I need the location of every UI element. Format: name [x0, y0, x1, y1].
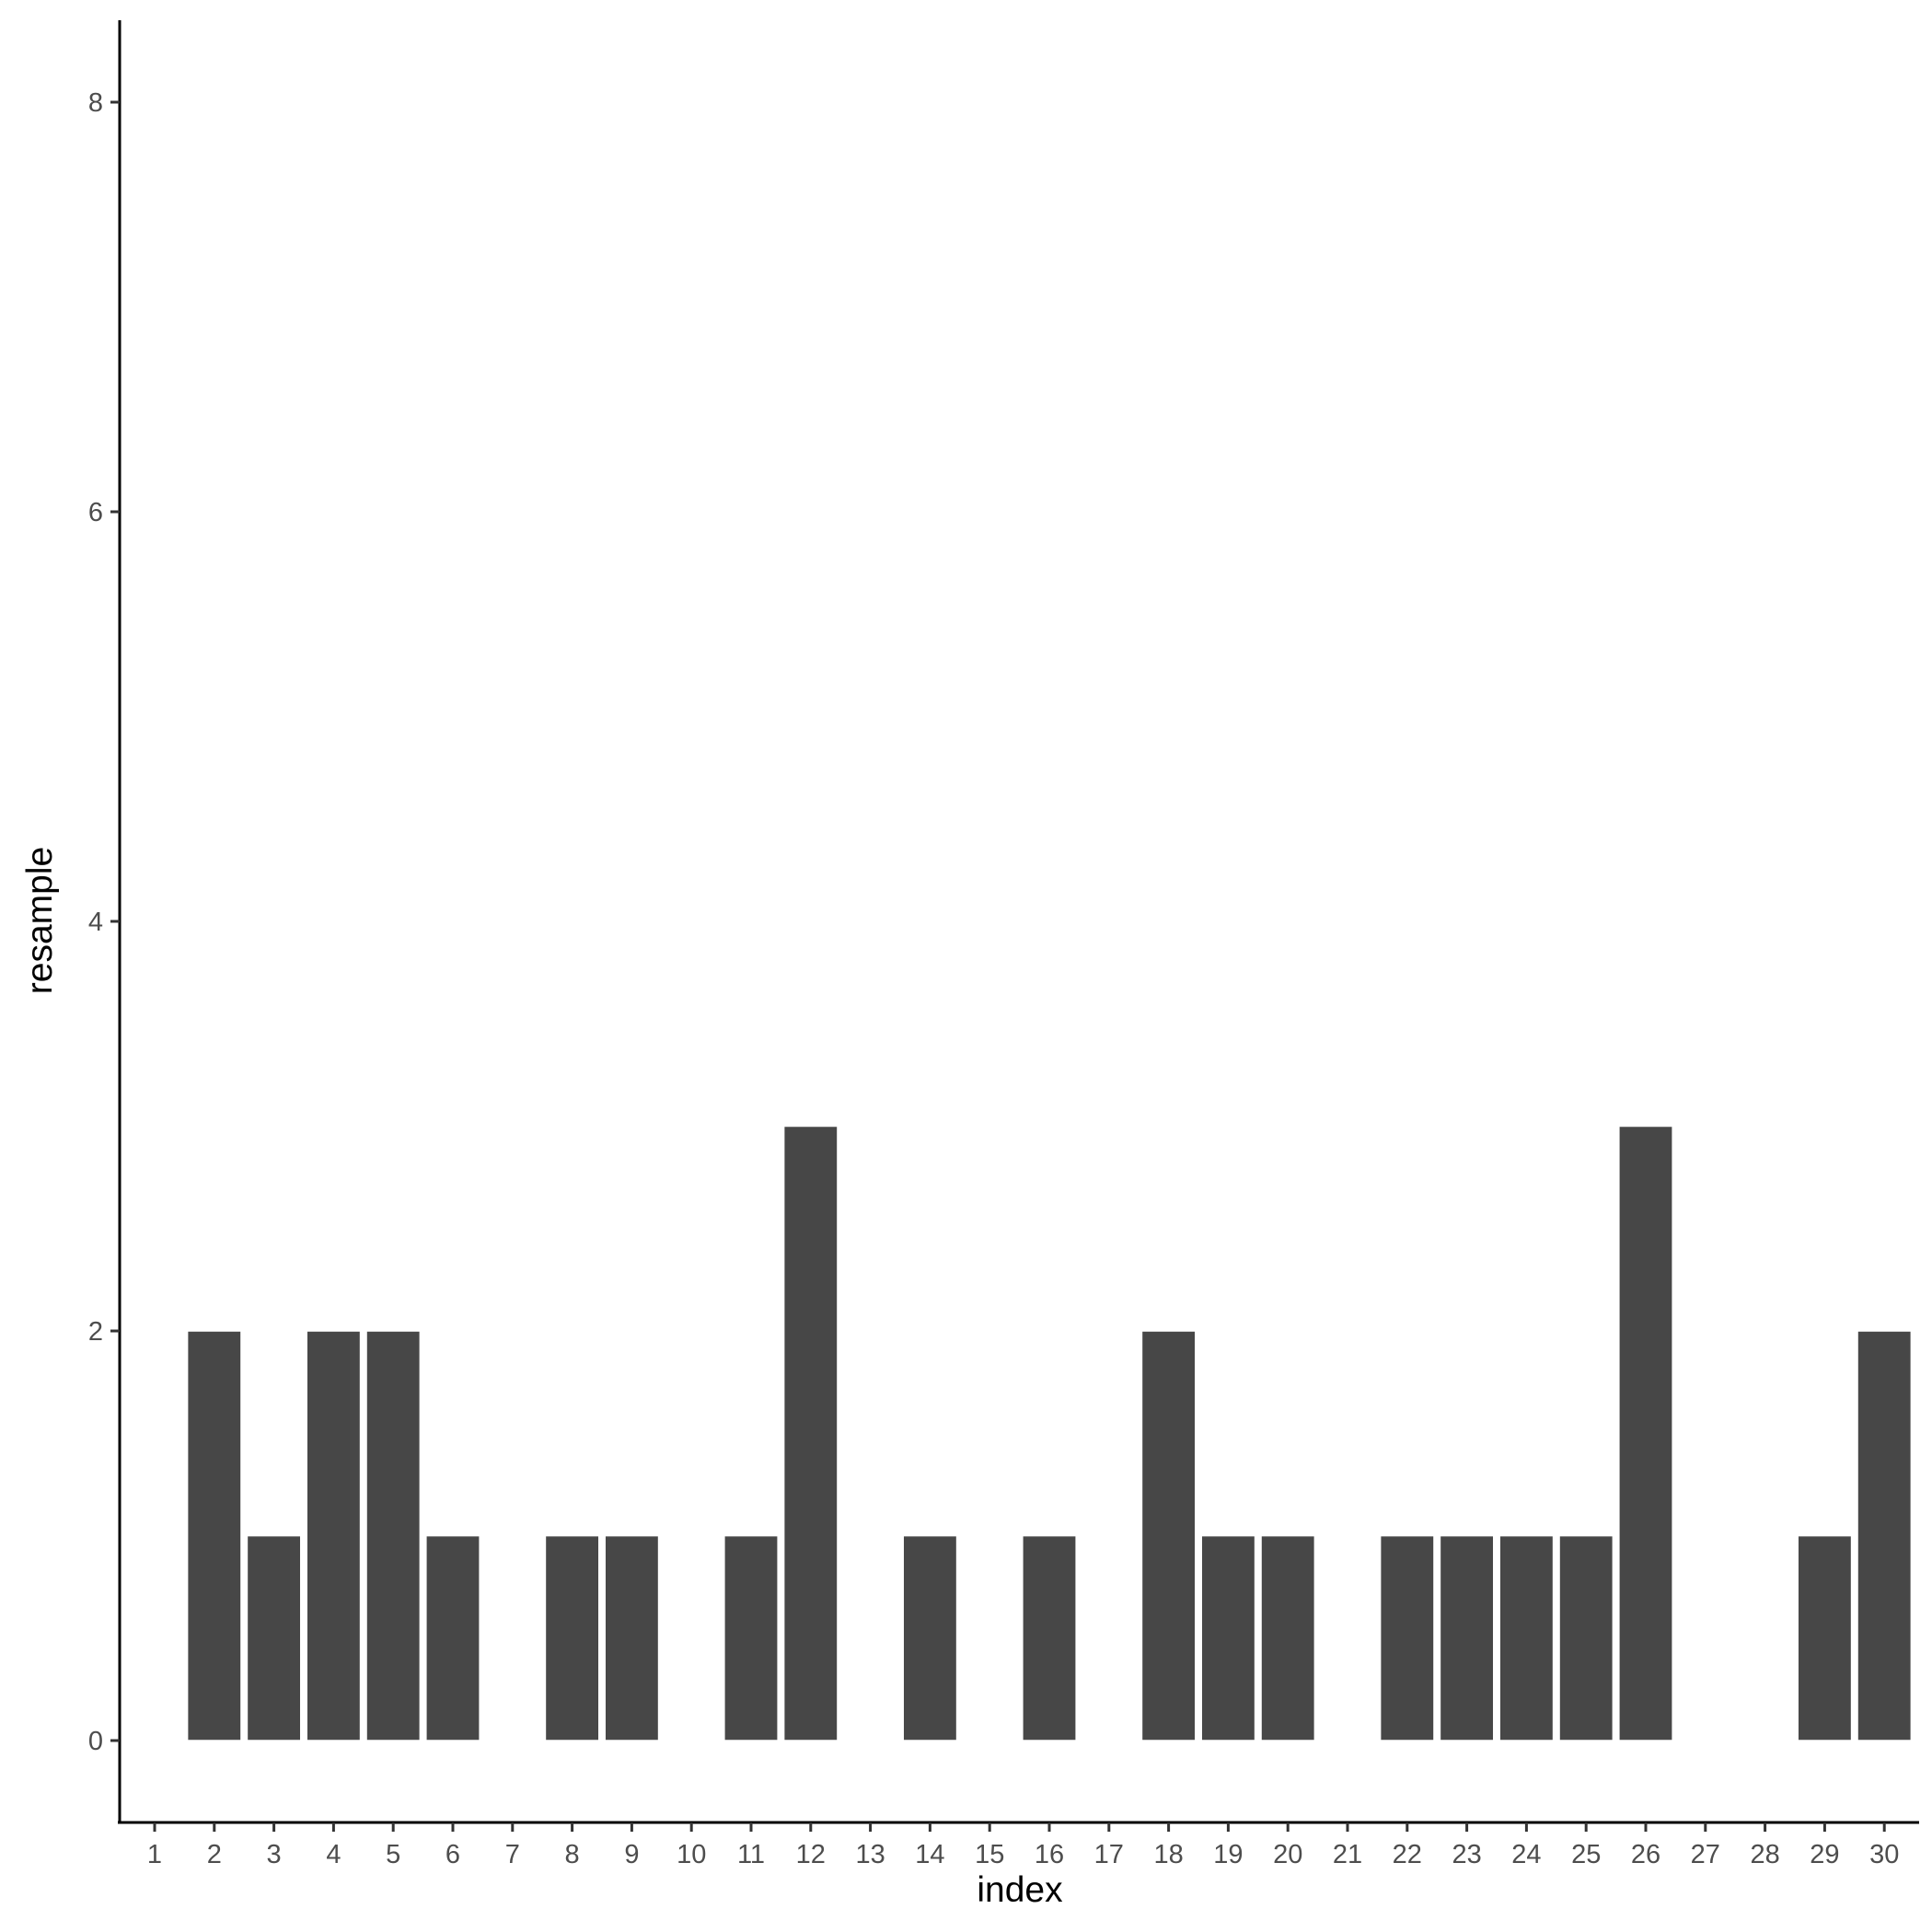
y-tick-label-4: 4	[88, 908, 103, 937]
bar-24	[1498, 1534, 1555, 1741]
bar-3	[246, 1534, 302, 1741]
x-tick-label-20: 20	[1273, 1840, 1302, 1869]
bar-20	[1260, 1534, 1316, 1741]
x-tick-label-12: 12	[796, 1840, 826, 1869]
x-tick-label-19: 19	[1213, 1840, 1243, 1869]
x-tick-label-1: 1	[147, 1840, 162, 1869]
x-tick-label-6: 6	[445, 1840, 460, 1869]
bar-19	[1200, 1534, 1256, 1741]
x-tick-label-27: 27	[1691, 1840, 1720, 1869]
x-tick-label-16: 16	[1035, 1840, 1064, 1869]
y-axis: 0 2 4 6 8	[88, 20, 121, 1822]
x-tick-label-8: 8	[565, 1840, 580, 1869]
x-axis-title: index	[977, 1870, 1063, 1910]
bar-2	[186, 1330, 242, 1741]
x-tick-label-2: 2	[207, 1840, 222, 1869]
y-axis-title: resample	[20, 847, 60, 994]
x-tick-label-15: 15	[975, 1840, 1004, 1869]
bar-18	[1140, 1330, 1197, 1741]
x-tick-label-5: 5	[386, 1840, 400, 1869]
x-tick-label-28: 28	[1750, 1840, 1779, 1869]
bar-4	[306, 1330, 362, 1741]
x-tick-label-29: 29	[1810, 1840, 1839, 1869]
x-tick-label-10: 10	[677, 1840, 706, 1869]
x-axis: 1 2 3 4 5 6 7 8 9 10 11 12 13 14 15 16 17 18 19 20 21 22 23 24 2…	[118, 1821, 1919, 1869]
y-tick-label-2: 2	[88, 1317, 103, 1347]
bar-23	[1439, 1534, 1495, 1741]
x-tick-label-25: 25	[1571, 1840, 1601, 1869]
bar-26	[1618, 1125, 1673, 1741]
bar-25	[1558, 1534, 1614, 1741]
bar-5	[365, 1330, 422, 1741]
x-tick-label-23: 23	[1452, 1840, 1481, 1869]
bar-30	[1857, 1330, 1913, 1741]
x-tick-label-4: 4	[326, 1840, 341, 1869]
x-tick-label-21: 21	[1333, 1840, 1362, 1869]
x-tick-label-9: 9	[624, 1840, 639, 1869]
bar-16	[1022, 1534, 1077, 1741]
y-tick-label-0: 0	[88, 1727, 103, 1756]
x-tick-label-30: 30	[1869, 1840, 1899, 1869]
x-tick-label-7: 7	[505, 1840, 520, 1869]
x-tick-label-24: 24	[1511, 1840, 1541, 1869]
bar-29	[1797, 1534, 1853, 1741]
bar-22	[1379, 1534, 1435, 1741]
x-tick-label-22: 22	[1393, 1840, 1422, 1869]
bar-12	[782, 1125, 839, 1741]
x-tick-label-14: 14	[915, 1840, 944, 1869]
x-tick-label-13: 13	[855, 1840, 885, 1869]
y-tick-label-8: 8	[88, 88, 103, 118]
x-tick-label-17: 17	[1094, 1840, 1124, 1869]
bar-9	[604, 1534, 660, 1741]
x-tick-label-18: 18	[1153, 1840, 1183, 1869]
bar-8	[544, 1534, 600, 1741]
bar-14	[902, 1534, 958, 1741]
bar-11	[723, 1534, 779, 1741]
y-tick-label-6: 6	[88, 498, 103, 527]
bar-6	[425, 1534, 480, 1741]
bars-group	[186, 1125, 1913, 1741]
x-tick-label-11: 11	[737, 1840, 765, 1869]
x-tick-label-26: 26	[1631, 1840, 1660, 1869]
x-tick-label-3: 3	[267, 1840, 282, 1869]
